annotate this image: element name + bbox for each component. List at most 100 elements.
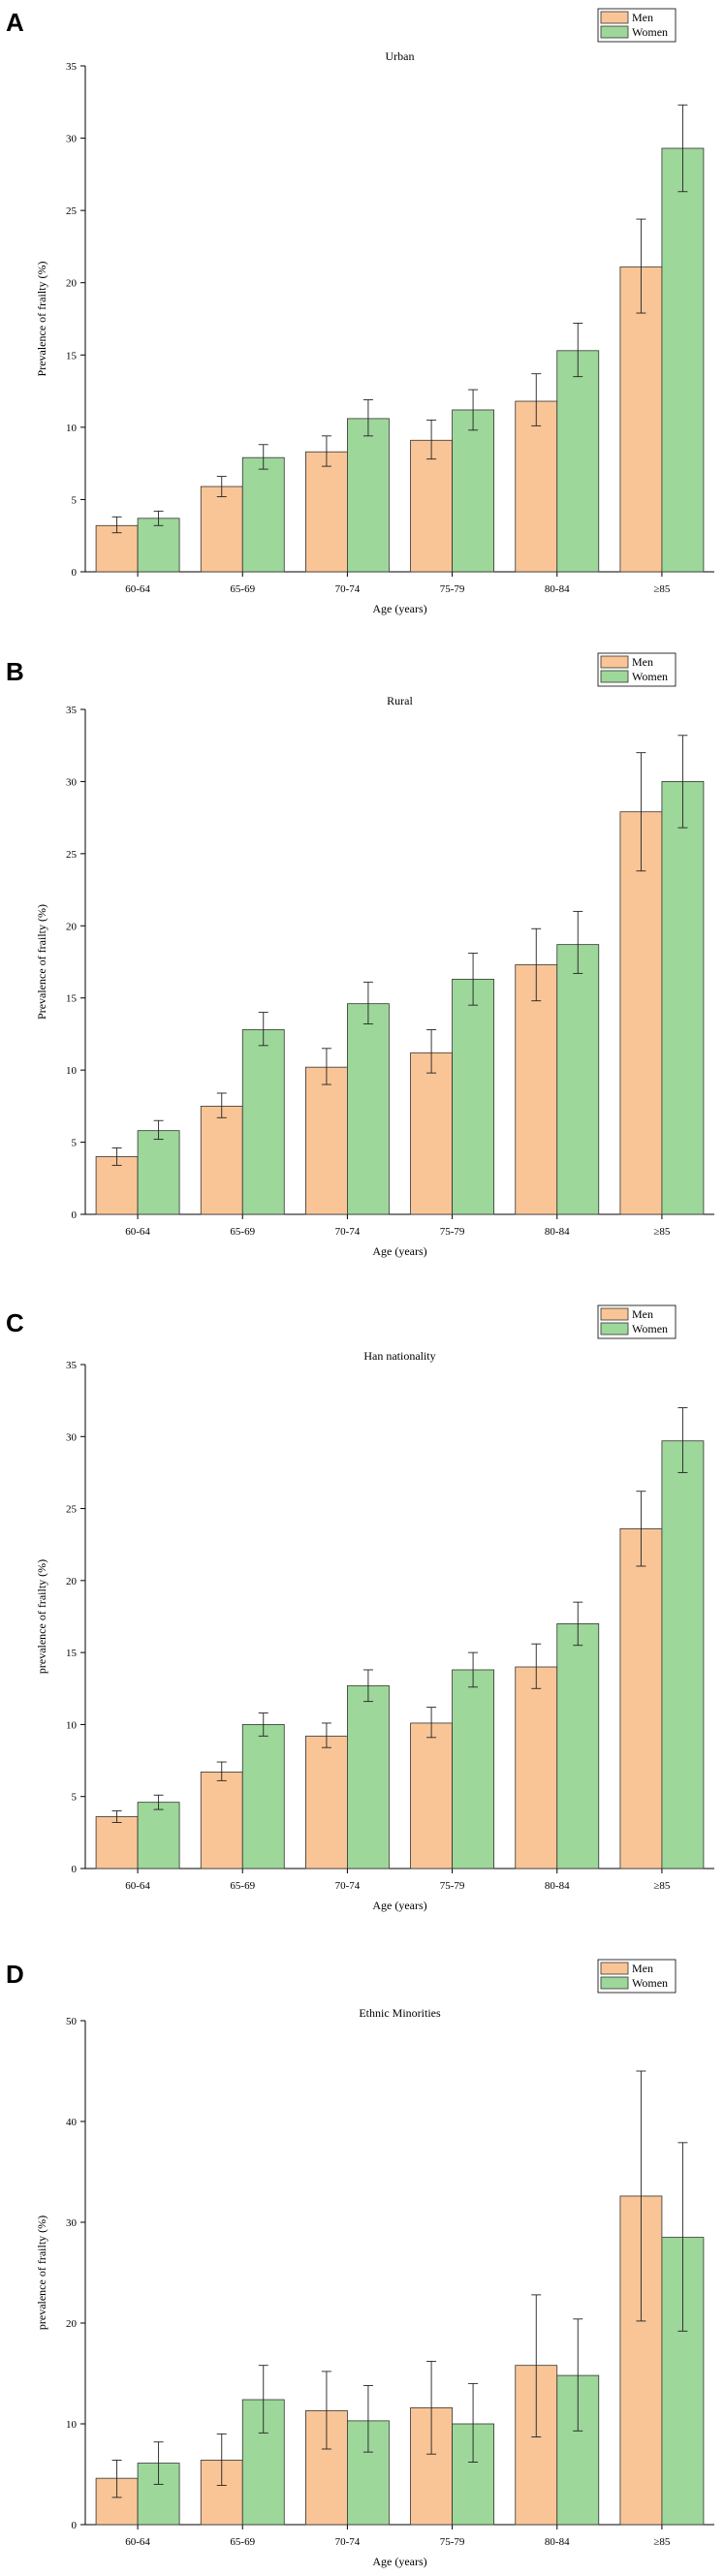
x-tick-label: ≥85 (653, 1226, 671, 1238)
x-tick-label: 60-64 (125, 1880, 150, 1892)
legend-label-women: Women (632, 1976, 668, 1990)
bar-men-75-79 (410, 439, 453, 573)
bar-women-75-79 (452, 409, 494, 573)
y-tick-label: 15 (66, 350, 78, 361)
panel-letter: B (6, 657, 24, 686)
y-tick-label: 5 (72, 1792, 78, 1804)
bar-women-65-69 (241, 456, 285, 573)
x-tick-label: 65-69 (230, 1226, 255, 1238)
panel-letter: A (6, 8, 24, 37)
legend-label-women: Women (632, 670, 668, 683)
bar-women-65-69 (241, 1029, 285, 1215)
bar-men-≥85 (619, 1527, 663, 1869)
y-tick-label: 35 (66, 705, 78, 716)
bar-women-65-69 (241, 1724, 285, 1869)
bar-women-≥85 (661, 1440, 705, 1869)
legend-swatch-women (600, 670, 629, 683)
x-tick-label: 70-74 (335, 2536, 361, 2548)
y-tick-label: 25 (66, 849, 78, 861)
bar-women-≥85 (661, 781, 705, 1215)
y-tick-label: 0 (72, 1209, 78, 1221)
legend-label-women: Women (632, 1322, 668, 1335)
legend-label-men: Men (632, 655, 653, 669)
legend-label-men: Men (632, 11, 653, 24)
legend-label-men: Men (632, 1962, 653, 1975)
bar-women-75-79 (452, 1669, 494, 1869)
panel-letter: D (6, 1960, 24, 1989)
bar-men-75-79 (410, 1052, 453, 1215)
x-tick-label: 70-74 (335, 583, 361, 595)
x-tick-label: 65-69 (230, 1880, 255, 1892)
legend-label-men: Men (632, 1307, 653, 1321)
y-tick-label: 30 (66, 134, 78, 145)
y-tick-label: 10 (66, 2419, 78, 2431)
bar-men-70-74 (305, 451, 348, 573)
bar-men-60-64 (95, 1816, 139, 1869)
x-axis-label: Age (years) (372, 602, 426, 615)
x-tick-label: ≥85 (653, 583, 671, 595)
bar-men-70-74 (305, 1066, 348, 1215)
x-tick-label: 60-64 (125, 583, 150, 595)
x-tick-label: 80-84 (545, 2536, 570, 2548)
y-tick-label: 25 (66, 205, 78, 217)
x-tick-label: 75-79 (440, 1880, 465, 1892)
y-tick-label: 0 (72, 1864, 78, 1875)
x-tick-label: 80-84 (545, 1226, 570, 1238)
y-tick-label: 30 (66, 2217, 78, 2229)
x-tick-label: 80-84 (545, 583, 570, 595)
chart-title: Ethnic Minorities (359, 2006, 441, 2020)
y-tick-label: 20 (66, 2318, 78, 2330)
chart-title: Rural (387, 694, 413, 707)
bar-women-70-74 (347, 418, 390, 573)
legend-box (597, 652, 677, 687)
y-tick-label: 10 (66, 1719, 78, 1731)
y-tick-label: 0 (72, 567, 78, 579)
x-tick-label: 75-79 (440, 2536, 465, 2548)
y-tick-label: 40 (66, 2117, 78, 2128)
y-tick-label: 50 (66, 2016, 78, 2027)
legend-swatch-men (600, 1307, 629, 1321)
x-tick-label: 70-74 (335, 1226, 361, 1238)
legend-swatch-women (600, 1322, 629, 1335)
bar-men-≥85 (619, 266, 663, 573)
x-tick-label: 80-84 (545, 1880, 570, 1892)
y-tick-label: 20 (66, 921, 78, 932)
y-tick-label: 0 (72, 2520, 78, 2531)
chart-title: Han nationality (363, 1349, 435, 1363)
x-tick-label: 75-79 (440, 1226, 465, 1238)
bar-women-70-74 (347, 1684, 390, 1869)
bar-women-≥85 (661, 147, 705, 573)
legend-swatch-women (600, 1976, 629, 1990)
legend-swatch-men (600, 11, 629, 24)
x-tick-label: 65-69 (230, 2536, 255, 2548)
bar-men-80-84 (515, 1666, 558, 1869)
y-tick-label: 20 (66, 1576, 78, 1587)
x-axis-label: Age (years) (372, 1244, 426, 1258)
x-tick-label: 65-69 (230, 583, 255, 595)
bar-men-60-64 (95, 1156, 139, 1215)
x-tick-label: ≥85 (653, 1880, 671, 1892)
bar-men-70-74 (305, 1735, 348, 1869)
bar-men-≥85 (619, 811, 663, 1215)
y-tick-label: 30 (66, 1431, 78, 1443)
legend-box (597, 1959, 677, 1994)
bar-men-80-84 (515, 964, 558, 1215)
bar-women-60-64 (137, 1802, 180, 1869)
bar-men-80-84 (515, 400, 558, 573)
bar-women-80-84 (556, 944, 600, 1215)
bar-men-75-79 (410, 1722, 453, 1869)
y-tick-label: 35 (66, 61, 78, 73)
legend-swatch-men (600, 1962, 629, 1975)
bar-men-65-69 (200, 1772, 243, 1869)
y-axis-label: Prevalence of frailty (%) (35, 262, 48, 377)
x-tick-label: 60-64 (125, 2536, 150, 2548)
y-axis-label: prevalence of frailty (%) (35, 1559, 48, 1674)
x-axis-label: Age (years) (372, 2555, 426, 2568)
legend-swatch-men (600, 655, 629, 669)
bar-women-60-64 (137, 1130, 180, 1215)
legend-swatch-women (600, 25, 629, 39)
x-axis-label: Age (years) (372, 1899, 426, 1912)
